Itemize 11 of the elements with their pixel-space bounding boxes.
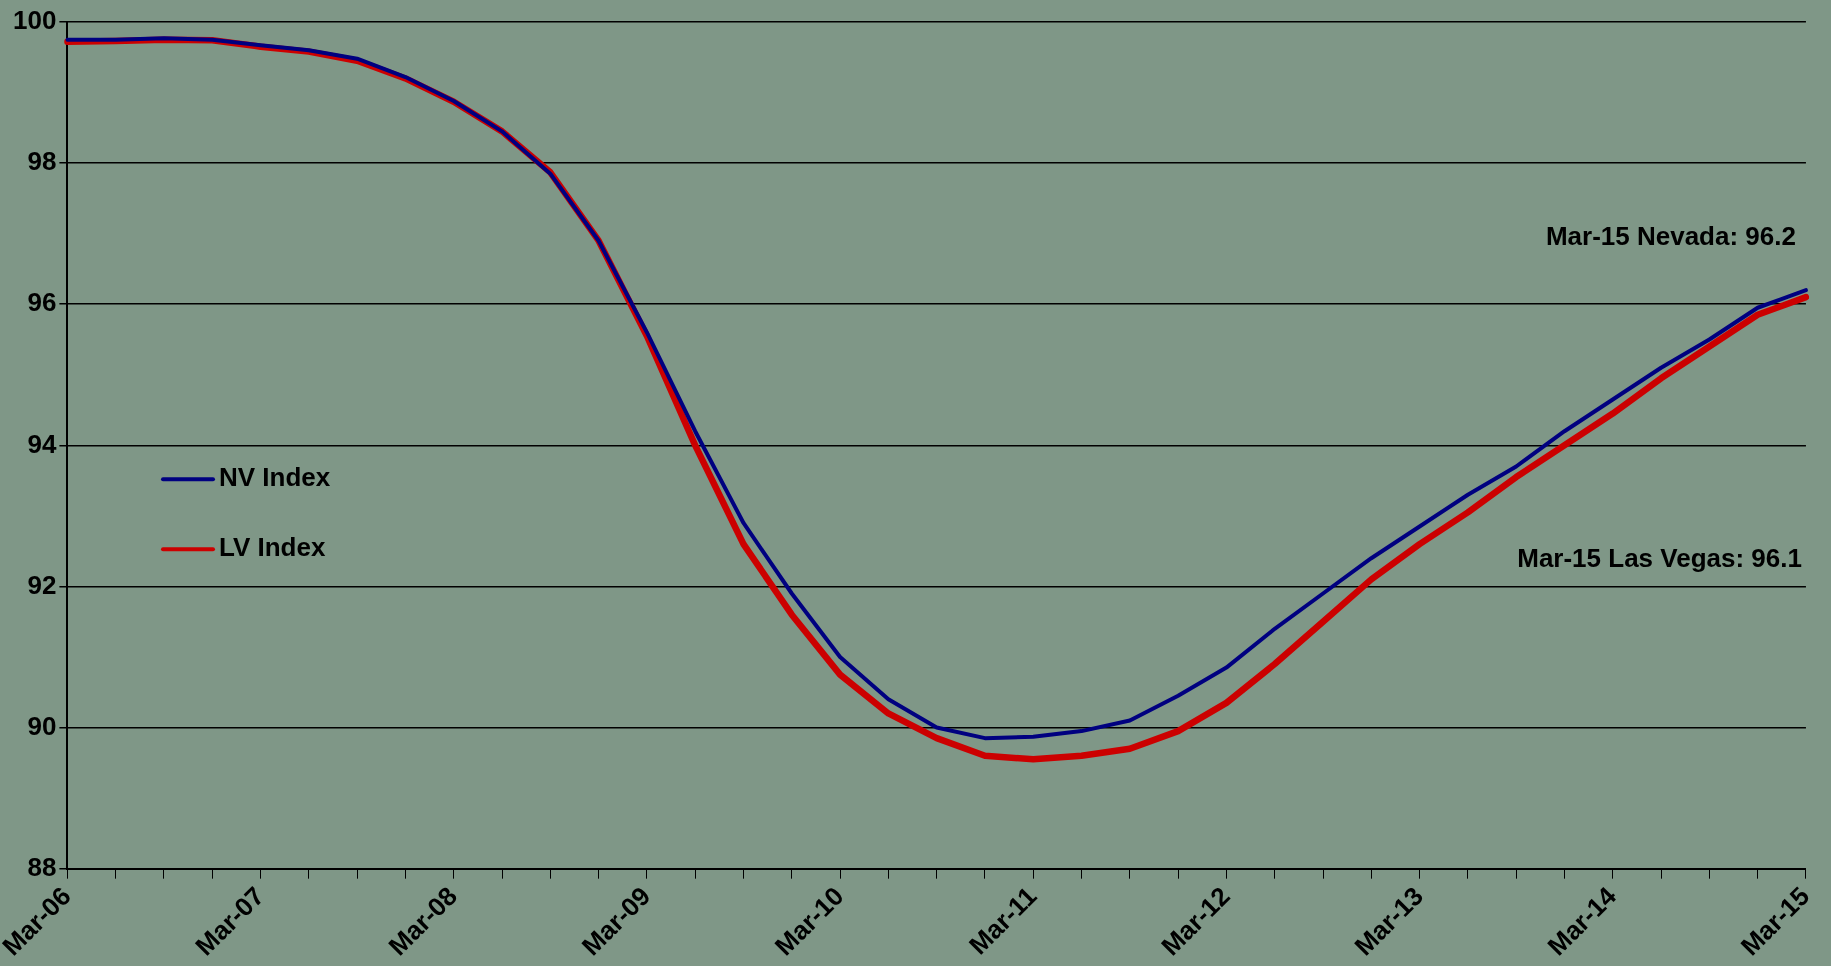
y-tick-label: 94 (27, 428, 57, 459)
legend-label: NV Index (219, 462, 331, 493)
legend-label: LV Index (219, 532, 326, 563)
y-tick-label: 92 (27, 569, 57, 600)
y-tick-label: 100 (12, 5, 57, 36)
y-tick-label: 90 (27, 710, 57, 741)
annotation: Mar-15 Las Vegas: 96.1 (1517, 542, 1802, 573)
y-tick-label: 98 (27, 146, 57, 177)
annotation: Mar-15 Nevada: 96.2 (1545, 221, 1796, 252)
y-tick-label: 88 (27, 851, 57, 882)
y-tick-label: 96 (27, 287, 57, 318)
